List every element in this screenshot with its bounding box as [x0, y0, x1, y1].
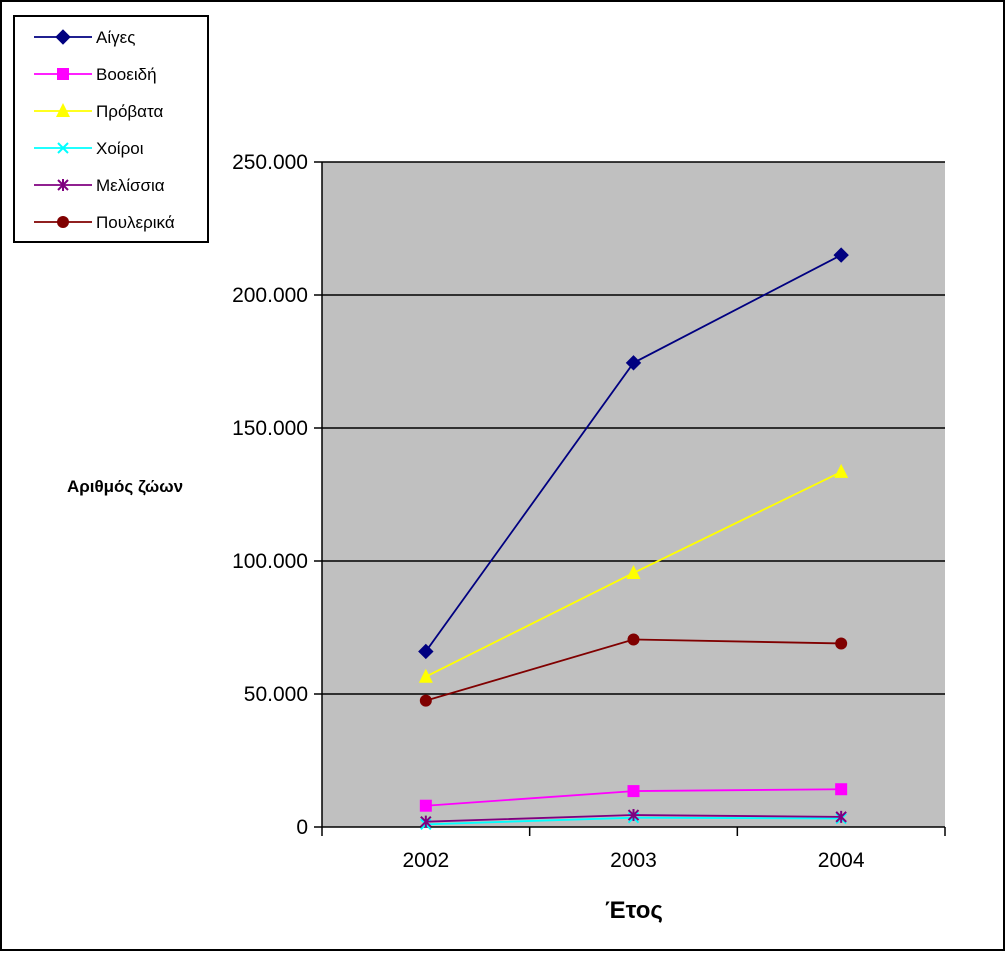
legend-marker [56, 103, 70, 117]
series-1 [418, 247, 849, 660]
legend-marker [57, 68, 69, 80]
series-6 [419, 633, 848, 707]
y-tick-label: 0 [296, 816, 308, 839]
plot-area [322, 162, 945, 827]
axes: 0 50.000 100.000 150.000 200.000 250.000 2002 2… [232, 151, 946, 872]
legend-marker [57, 216, 69, 228]
x-tick-label: 2003 [610, 849, 657, 872]
series-3 [418, 463, 849, 683]
legend-label: Βοοειδή [96, 65, 157, 84]
series-lines [418, 247, 849, 831]
series-2 [419, 783, 848, 812]
y-tick-label: 100.000 [232, 550, 308, 573]
y-tick-label: 150.000 [232, 417, 308, 440]
data-point [625, 355, 642, 371]
data-point [419, 694, 432, 707]
legend-item: Αίγες [34, 28, 135, 47]
legend-item: Χοίροι [34, 139, 144, 158]
data-point [835, 810, 847, 823]
data-point [835, 783, 848, 796]
data-point [835, 637, 848, 650]
data-point [627, 633, 640, 646]
x-tick-label: 2004 [818, 849, 865, 872]
legend-item: Βοοειδή [34, 65, 157, 84]
data-point [833, 247, 849, 263]
y-tick-label: 200.000 [232, 284, 308, 307]
y-tick-label: 50.000 [244, 683, 308, 706]
gridlines [322, 161, 945, 695]
series-5 [420, 809, 847, 828]
data-point [834, 463, 849, 478]
legend-box [13, 15, 209, 243]
data-point [626, 564, 641, 579]
legend-label: Μελίσσια [96, 176, 165, 195]
legend-marker [57, 142, 69, 154]
legend-label: Πρόβατα [96, 102, 163, 121]
data-point [418, 643, 434, 660]
data-point [418, 668, 433, 683]
legend: Αίγες Βοοειδή Πρόβατα Χοίροι Μελίσσια Πουλερι… [13, 15, 209, 243]
legend-label: Χοίροι [96, 139, 144, 158]
x-axis-title: Έτος [605, 897, 663, 924]
legend-marker [57, 179, 69, 191]
legend-label: Πουλερικά [96, 213, 175, 232]
y-tick-label: 250.000 [232, 151, 308, 174]
data-point [627, 809, 640, 822]
y-axis-title: Αριθμός ζώων [67, 477, 183, 496]
data-point [419, 799, 432, 812]
data-point [627, 785, 640, 798]
legend-item: Πουλερικά [34, 213, 175, 232]
legend-item: Μελίσσια [34, 176, 165, 195]
x-tick-label: 2002 [402, 849, 449, 872]
legend-label: Αίγες [96, 28, 135, 47]
legend-item: Πρόβατα [34, 102, 163, 121]
legend-marker [55, 29, 71, 45]
data-point [420, 815, 432, 828]
